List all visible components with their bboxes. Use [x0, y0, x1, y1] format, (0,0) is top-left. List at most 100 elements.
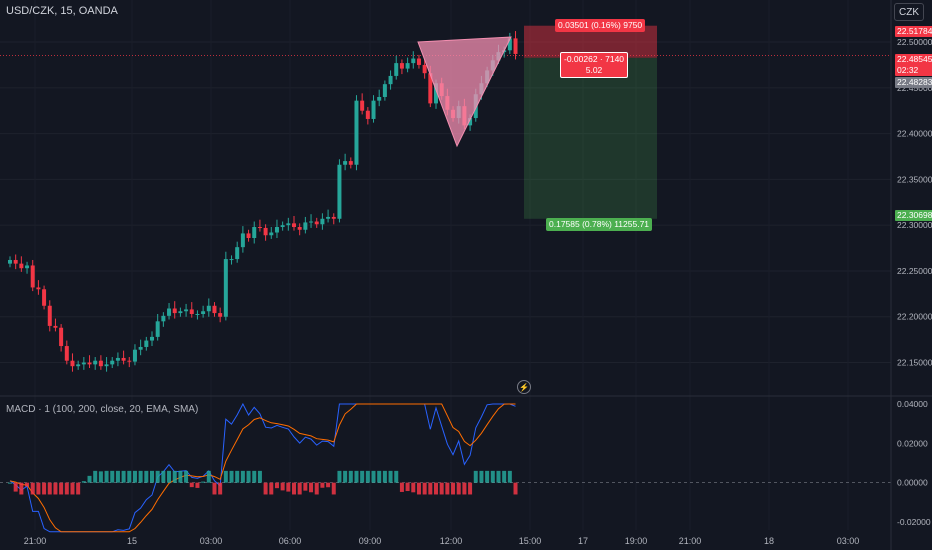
x-tick-label: 15 [127, 536, 137, 546]
macd-histogram-bar [218, 482, 223, 495]
candle-body [434, 83, 438, 104]
macd-histogram-bar [428, 482, 433, 495]
macd-histogram-bar [30, 482, 35, 495]
price-tag-current: 22.48545 02:32 [895, 54, 932, 76]
macd-histogram-bar [303, 482, 308, 491]
pnl-label-line1: -0.00262 · 7140 [564, 54, 625, 64]
candle-body [377, 96, 382, 101]
macd-histogram-bar [513, 482, 518, 495]
macd-histogram-bar [115, 470, 120, 483]
candle-body [292, 223, 296, 228]
candle-body [388, 75, 393, 85]
macd-histogram-bar [98, 471, 103, 483]
macd-histogram-bar [399, 482, 404, 492]
macd-histogram-bar [212, 482, 217, 495]
candle-body [314, 221, 319, 225]
macd-histogram-bar [456, 482, 461, 495]
price-tag-entry: 22.48283 [895, 77, 932, 88]
candle-body [30, 265, 35, 288]
candle-body [115, 357, 120, 361]
stop-label[interactable]: 0.17585 (0.78%) 11255.71 [546, 218, 653, 231]
y-tick-label: 22.35000 [897, 174, 932, 184]
macd-histogram-bar [93, 470, 98, 483]
candle-body [8, 259, 12, 264]
macd-histogram-bar [309, 482, 314, 493]
macd-histogram-bar [411, 482, 416, 493]
candle-body [416, 58, 421, 65]
candle-body [218, 313, 223, 317]
macd-histogram-bar [462, 482, 467, 495]
macd-histogram-bar [343, 470, 348, 483]
x-tick-label: 19:00 [625, 536, 648, 546]
target-label[interactable]: 0.03501 (0.16%) 9750 [555, 19, 646, 32]
macd-histogram-bar [206, 470, 211, 483]
candle-body [405, 63, 410, 69]
macd-histogram-bar [405, 482, 410, 492]
candle-body [286, 223, 291, 226]
candle-body [212, 305, 217, 314]
candle-body [70, 360, 75, 367]
macd-histogram-bar [70, 482, 75, 495]
lightning-icon[interactable]: ⚡ [517, 380, 531, 394]
x-tick-label: 06:00 [279, 536, 302, 546]
macd-histogram-bar [13, 482, 18, 492]
candle-body [19, 263, 24, 269]
y-tick-label: 22.50000 [897, 37, 932, 47]
y-tick-label: 22.15000 [897, 358, 932, 368]
triangle-drawing[interactable] [417, 36, 512, 148]
candle-body [411, 58, 416, 64]
macd-histogram-bar [365, 470, 370, 483]
candle-body [178, 311, 183, 314]
macd-histogram-bar [490, 470, 495, 483]
macd-histogram-bar [422, 482, 427, 495]
macd-histogram-bar [178, 470, 183, 483]
candle-body [53, 325, 58, 328]
macd-histogram-bar [53, 482, 58, 495]
macd-tick-label: 0.02000 [897, 438, 928, 448]
pnl-label[interactable]: -0.00262 · 7140 5.02 [560, 52, 629, 78]
macd-histogram-bar [19, 482, 24, 495]
x-tick-label: 12:00 [440, 536, 463, 546]
candle-body [399, 63, 404, 69]
x-tick-label: 21:00 [679, 536, 702, 546]
macd-histogram-bar [314, 482, 319, 495]
y-tick-label: 22.20000 [897, 312, 932, 322]
x-tick-label: 17 [578, 536, 588, 546]
currency-button[interactable]: CZK [894, 3, 924, 21]
macd-histogram-bar [36, 482, 41, 495]
macd-histogram-bar [297, 482, 302, 495]
macd-histogram-bar [240, 470, 245, 483]
macd-histogram-bar [121, 470, 126, 483]
y-tick-label: 22.40000 [897, 129, 932, 139]
macd-tick-label: 0.00000 [897, 478, 928, 488]
price-tag-upper: 22.51784 [895, 26, 932, 37]
macd-histogram-bar [64, 482, 69, 495]
candle-body [371, 100, 376, 119]
macd-histogram-bar [189, 482, 194, 488]
candle-body [360, 100, 365, 111]
candle-body [121, 357, 126, 361]
macd-histogram-bar [144, 470, 149, 483]
candle-body [337, 164, 342, 219]
candle-body [331, 216, 336, 219]
macd-histogram-bar [439, 482, 444, 495]
candle-body [47, 305, 52, 326]
macd-histogram-bar [150, 470, 154, 483]
macd-histogram-bar [155, 470, 160, 483]
candle-body [144, 340, 149, 347]
candle-body [309, 221, 314, 223]
candle-body [343, 161, 348, 165]
macd-histogram-bar [184, 470, 189, 483]
symbol-title: USD/CZK, 15, OANDA [6, 5, 118, 17]
macd-histogram-bar [263, 482, 268, 495]
candle-body [223, 259, 228, 317]
candle-body [104, 364, 109, 367]
candle-body [155, 321, 160, 337]
macd-histogram-bar [25, 482, 30, 487]
macd-histogram-bar [42, 482, 47, 495]
macd-histogram-bar [326, 482, 331, 488]
macd-title: MACD · 1 (100, 200, close, 20, EMA, SMA) [6, 404, 199, 415]
macd-line [9, 402, 516, 533]
